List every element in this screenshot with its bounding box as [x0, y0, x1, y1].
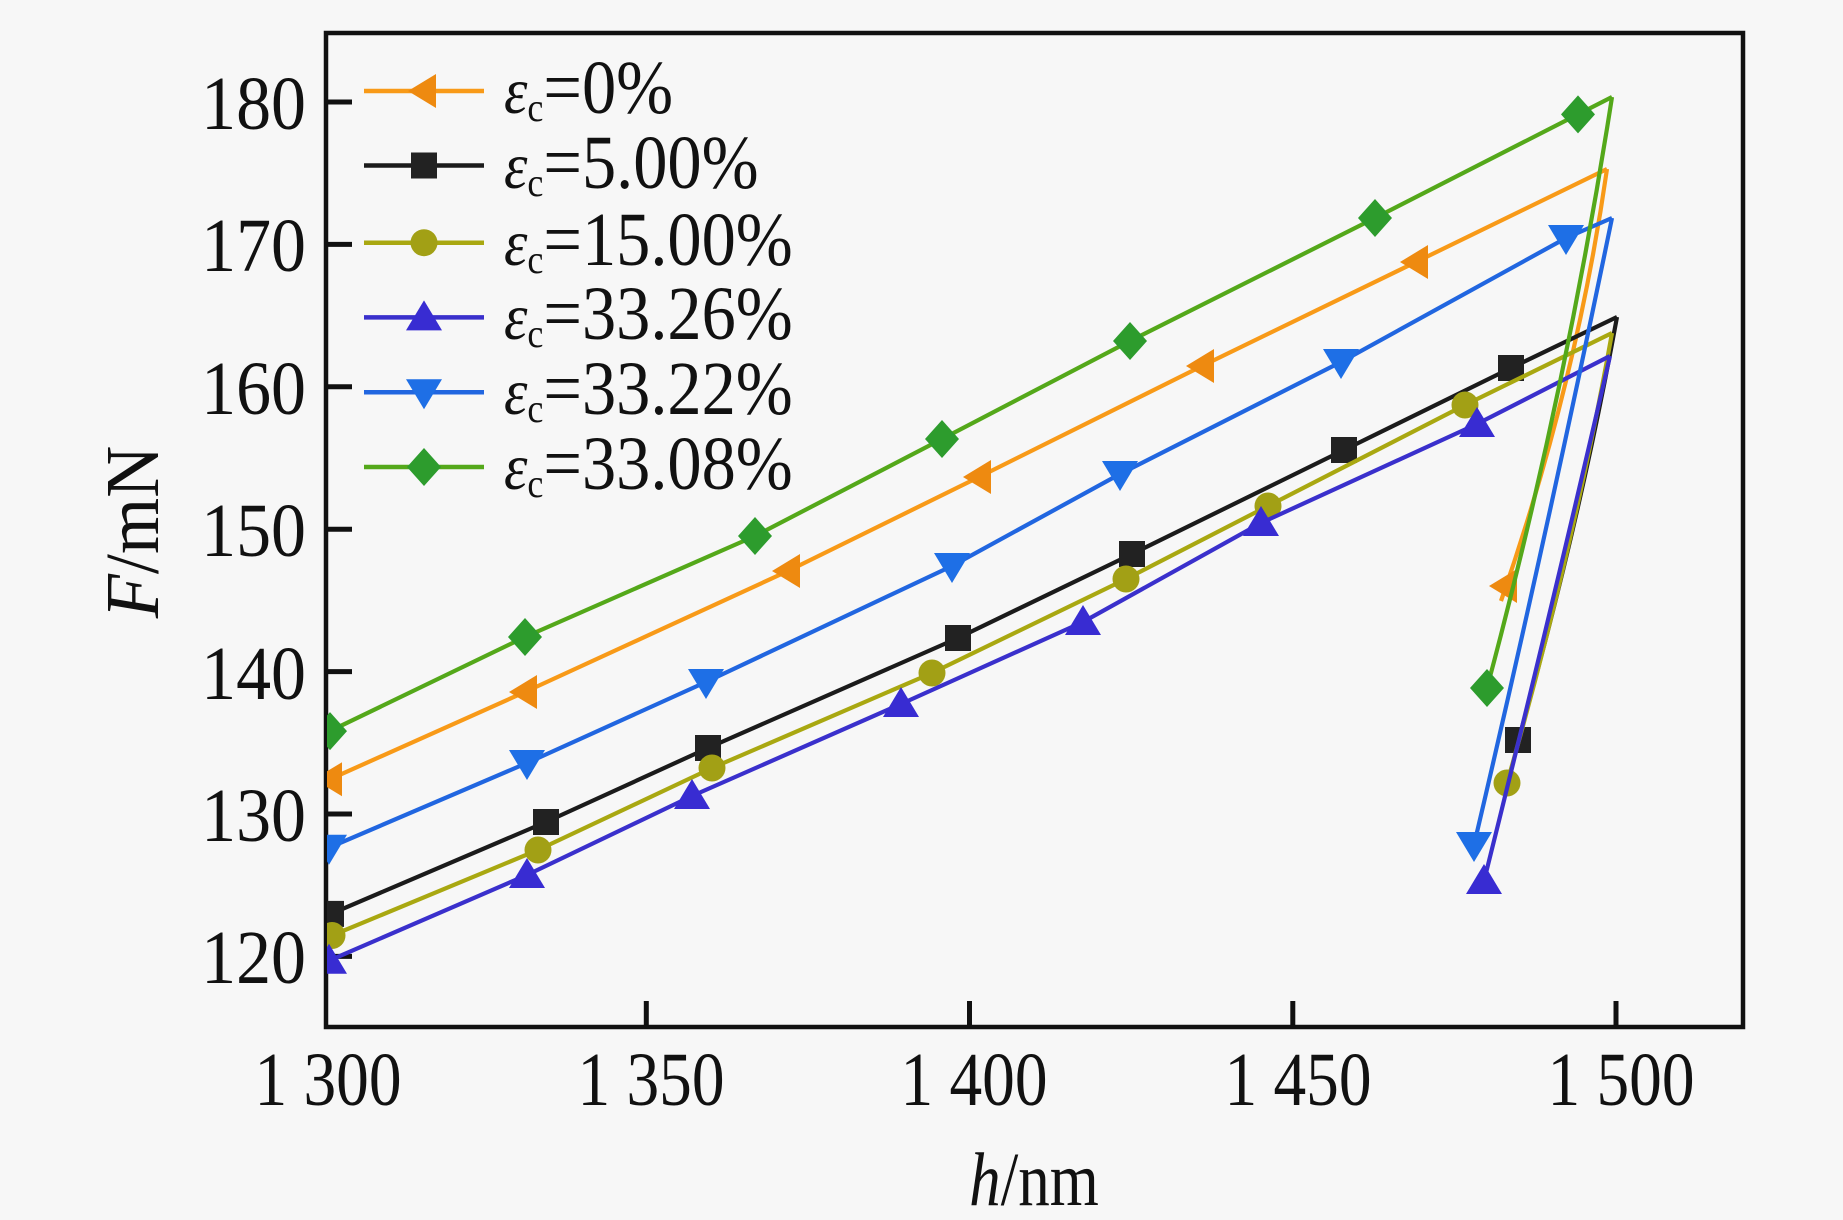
svg-text:180: 180: [201, 61, 306, 145]
svg-text:εc=33.08%: εc=33.08%: [504, 422, 793, 507]
svg-text:1 500: 1 500: [1547, 1039, 1694, 1123]
svg-text:h/nm: h/nm: [969, 1139, 1099, 1220]
svg-text:140: 140: [201, 631, 306, 715]
svg-text:130: 130: [201, 773, 306, 857]
svg-text:160: 160: [201, 346, 306, 430]
svg-text:εc=15.00%: εc=15.00%: [504, 198, 793, 283]
svg-text:εc=33.26%: εc=33.26%: [504, 272, 793, 357]
svg-text:150: 150: [201, 488, 306, 572]
svg-text:1 300: 1 300: [254, 1039, 401, 1123]
svg-text:εc=5.00%: εc=5.00%: [504, 121, 759, 206]
svg-text:170: 170: [201, 203, 306, 287]
svg-text:εc=33.22%: εc=33.22%: [504, 347, 793, 432]
svg-text:1 450: 1 450: [1224, 1039, 1371, 1123]
svg-text:120: 120: [201, 915, 306, 999]
svg-text:1 400: 1 400: [900, 1039, 1047, 1123]
svg-text:1 350: 1 350: [577, 1039, 724, 1123]
svg-text:F/mN: F/mN: [91, 446, 175, 619]
svg-text:εc=0%: εc=0%: [504, 46, 673, 131]
